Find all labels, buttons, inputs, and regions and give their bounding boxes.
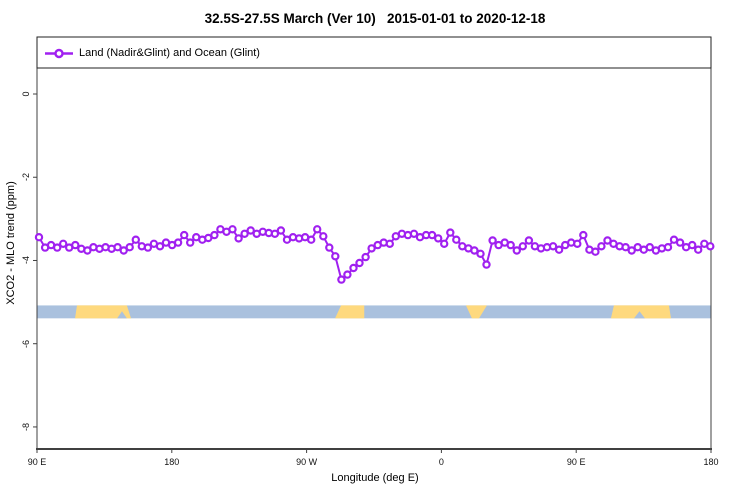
series-line	[38, 228, 711, 281]
x-tick-label: 0	[438, 457, 444, 467]
series-marker	[579, 230, 588, 240]
series-marker	[313, 225, 322, 234]
series-marker	[627, 246, 636, 255]
x-axis-label: Longitude (deg E)	[331, 472, 419, 484]
series-marker	[319, 232, 328, 241]
series-marker	[343, 270, 352, 279]
ocean-notch	[634, 311, 645, 319]
series-marker	[470, 246, 479, 255]
series-marker	[119, 246, 128, 255]
series-marker	[694, 245, 703, 254]
x-tick-label: 90 E	[566, 457, 586, 467]
series-marker	[518, 242, 528, 251]
series-marker	[591, 247, 600, 256]
series-marker	[228, 225, 237, 234]
series-marker	[573, 239, 582, 248]
series-marker	[524, 236, 534, 245]
series-marker	[270, 229, 280, 238]
y-axis-label: XCO2 - MLO trend (ppm)	[5, 181, 17, 305]
series-marker	[125, 242, 134, 252]
series-marker	[452, 235, 461, 244]
series-marker	[246, 226, 255, 235]
series-marker	[34, 232, 44, 242]
series-marker	[409, 229, 419, 238]
series-marker	[155, 242, 165, 251]
series-marker	[446, 228, 455, 237]
series-marker	[83, 246, 92, 255]
legend-label: Land (Nadir&Glint) and Ocean (Glint)	[79, 47, 260, 59]
y-tick-label: -2	[21, 173, 31, 182]
y-tick-label: -8	[21, 422, 31, 431]
ocean-notch	[117, 311, 127, 319]
series-marker	[440, 239, 449, 248]
series-marker	[349, 263, 358, 273]
series-marker	[367, 244, 376, 253]
land-band-segment	[610, 305, 672, 319]
series-marker	[385, 239, 394, 248]
series-marker	[506, 240, 515, 250]
y-tick-label: 0	[21, 91, 31, 97]
series-marker	[337, 275, 346, 284]
series-marker	[71, 240, 80, 250]
series-marker	[173, 238, 183, 247]
x-tick-label: 90 E	[27, 457, 47, 467]
series-marker	[179, 230, 189, 240]
series-marker	[434, 234, 443, 243]
series-marker	[59, 239, 68, 248]
legend-marker-sample	[54, 48, 64, 59]
series-marker	[131, 235, 140, 244]
series-marker	[361, 252, 370, 262]
land-band-segment	[465, 305, 487, 319]
series-marker	[675, 238, 685, 247]
series-marker	[621, 242, 630, 252]
land-band-segment	[335, 305, 365, 319]
y-tick-label: -6	[21, 339, 31, 348]
series-marker	[603, 236, 612, 245]
series-marker	[512, 246, 522, 255]
series-marker	[307, 235, 316, 244]
x-tick-label: 180	[164, 457, 180, 467]
series-marker	[688, 240, 697, 250]
series-marker	[113, 242, 122, 252]
x-tick-label: 180	[703, 457, 719, 467]
series-marker	[331, 252, 340, 261]
series-marker	[706, 242, 715, 251]
ocean-band	[37, 305, 711, 319]
series-marker	[476, 249, 485, 258]
chart-title: 32.5S-27.5S March (Ver 10) 2015-01-01 to…	[204, 11, 546, 26]
series-marker	[663, 242, 673, 252]
series-marker	[645, 242, 655, 252]
land-band-segment	[75, 305, 132, 319]
series-marker	[355, 258, 364, 268]
series-marker	[427, 230, 437, 240]
series-marker	[210, 230, 219, 240]
series-marker	[488, 236, 497, 245]
series-marker	[143, 243, 153, 252]
series-marker	[554, 245, 564, 254]
series-marker	[548, 242, 558, 251]
series-marker	[325, 243, 334, 252]
series-marker	[185, 238, 195, 247]
y-tick-label: -4	[21, 256, 31, 265]
series-marker	[276, 226, 286, 235]
x-tick-label: 90 W	[296, 457, 318, 467]
legend-box	[36, 36, 712, 69]
series-marker	[53, 243, 62, 252]
series-marker	[597, 242, 606, 251]
series-marker	[482, 260, 491, 269]
series-marker	[240, 229, 249, 238]
series-marker	[234, 234, 243, 243]
